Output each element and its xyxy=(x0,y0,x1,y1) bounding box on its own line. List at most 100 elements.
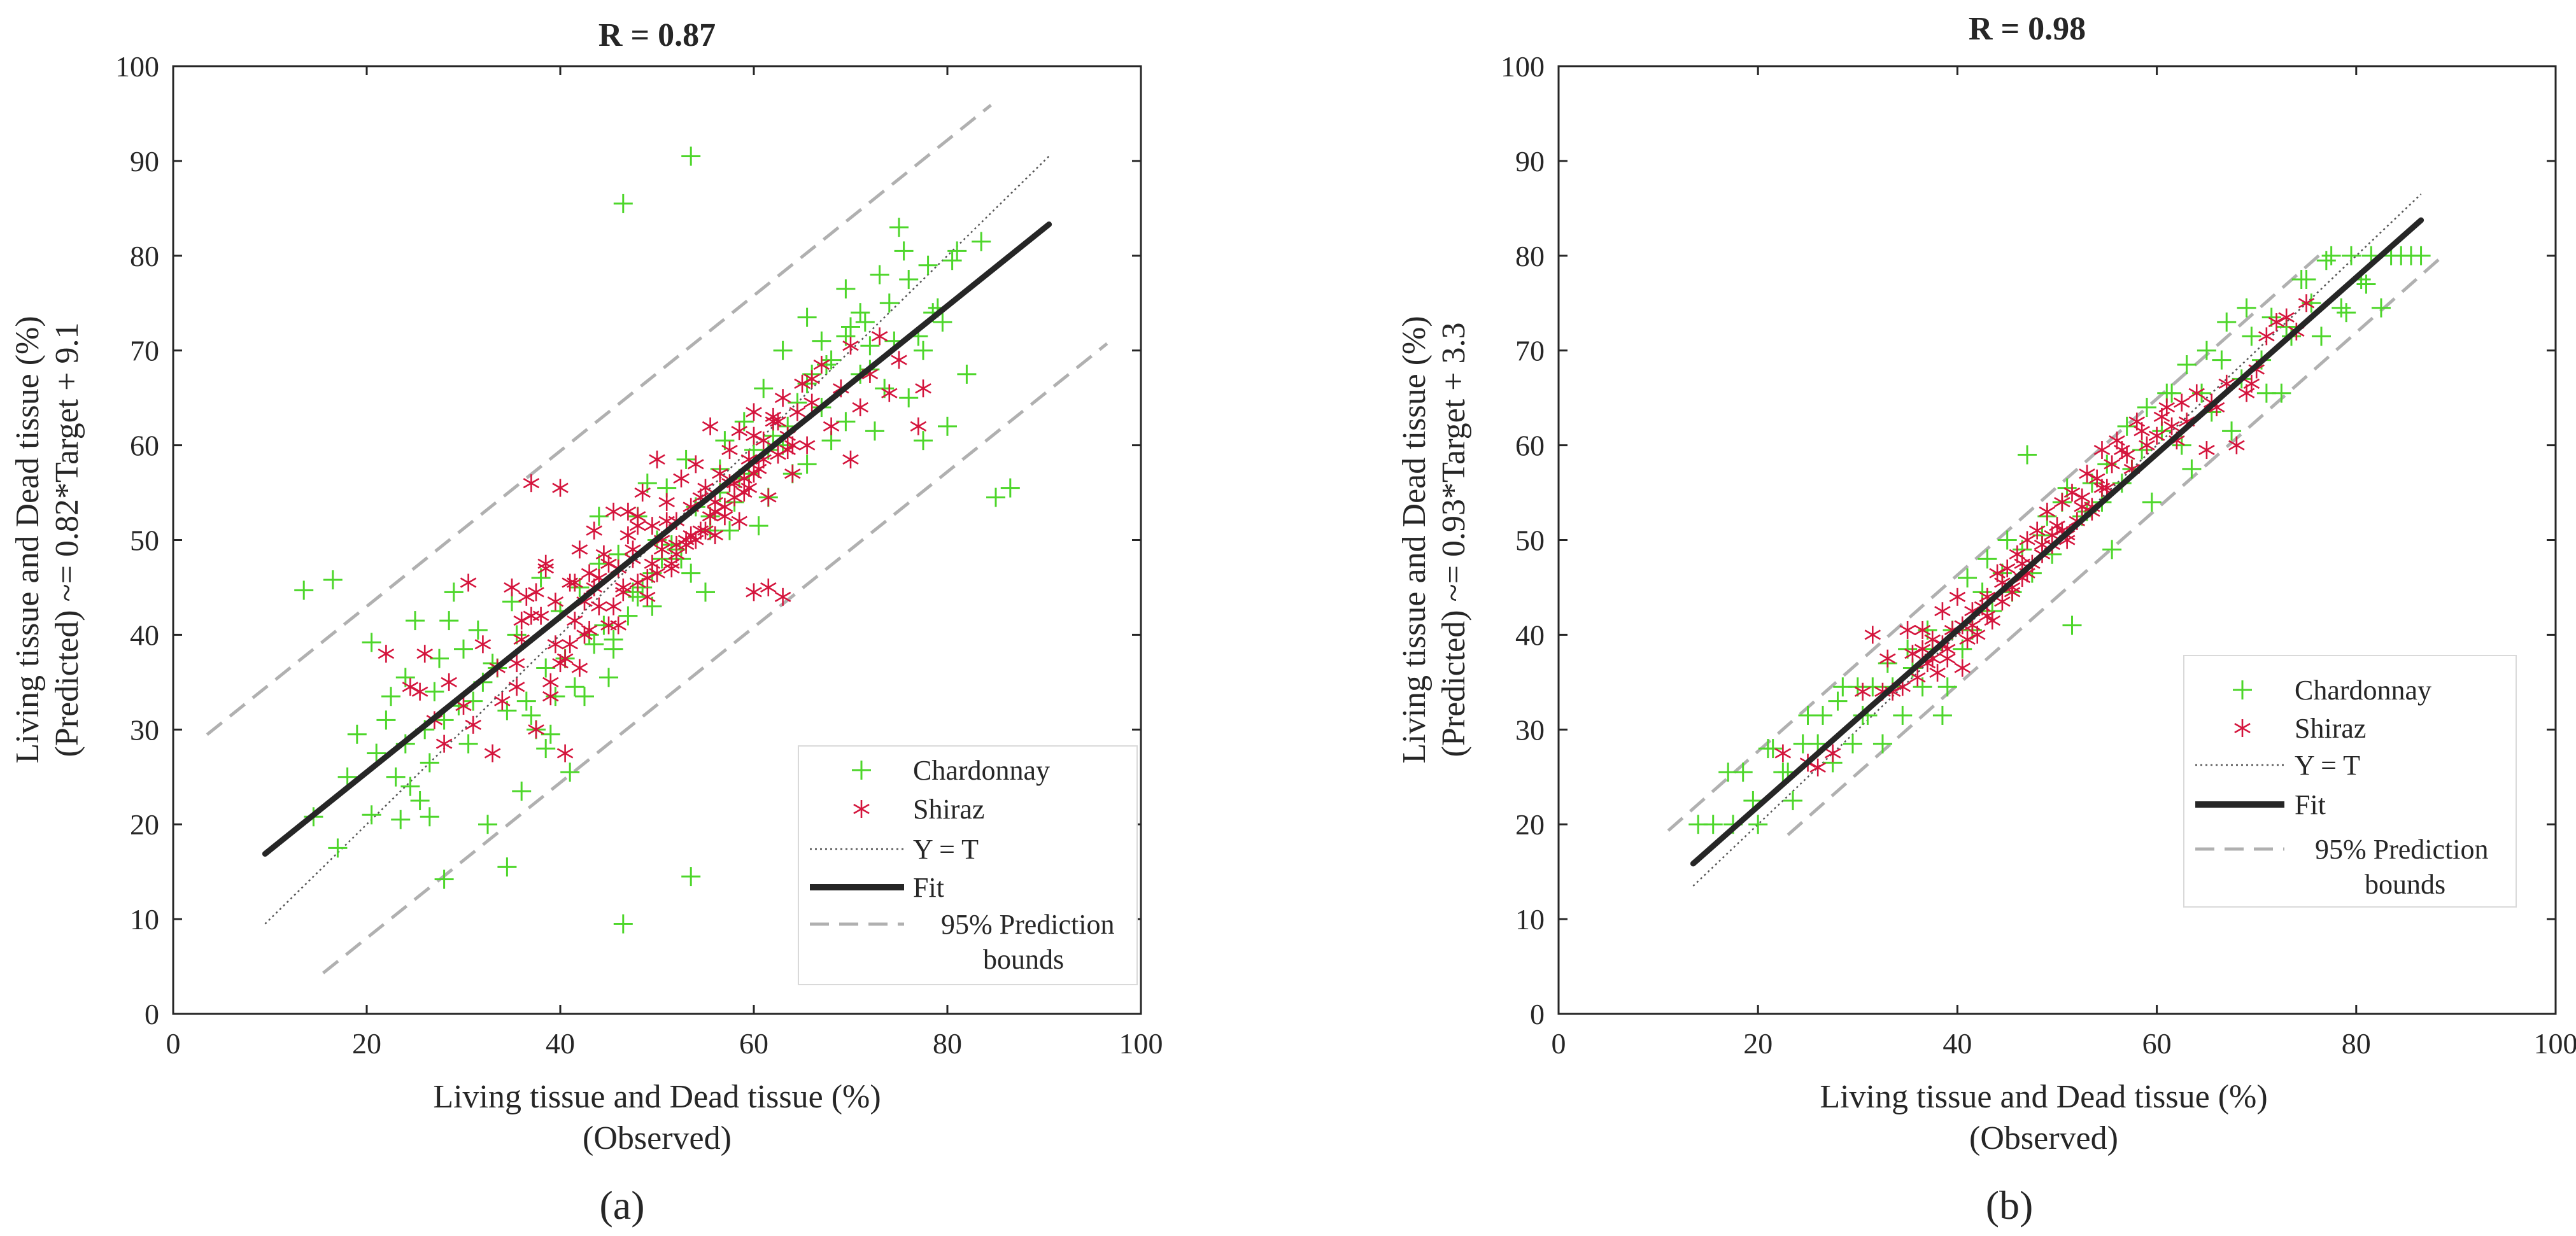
point-shiraz xyxy=(1939,649,1956,668)
x-tick-label: 40 xyxy=(1943,1027,1972,1060)
point-chardonnay xyxy=(584,635,604,654)
x-tick-label: 0 xyxy=(166,1027,181,1060)
point-chardonnay xyxy=(933,313,952,332)
point-chardonnay xyxy=(362,805,381,825)
point-shiraz xyxy=(460,573,477,592)
point-shiraz xyxy=(2139,436,2155,454)
point-chardonnay xyxy=(957,364,977,384)
x-tick-label: 60 xyxy=(739,1027,768,1060)
point-chardonnay xyxy=(720,521,739,540)
point-chardonnay xyxy=(439,611,459,631)
point-chardonnay xyxy=(328,838,348,858)
point-chardonnay xyxy=(464,691,483,711)
legend-label-identity: Y = T xyxy=(2295,750,2360,781)
panel-b: 0 10 20 30 40 50 60 70 80 90 100 0 20 40 60 80 100 R = 0… xyxy=(1396,11,2576,1228)
point-shiraz xyxy=(465,715,481,734)
legend-label-bounds: 95% Prediction xyxy=(2315,834,2489,865)
point-chardonnay xyxy=(812,331,832,351)
fit-line xyxy=(1690,217,2424,867)
point-chardonnay xyxy=(879,293,899,313)
point-shiraz xyxy=(571,540,588,559)
x-tick-label: 40 xyxy=(546,1027,575,1060)
point-chardonnay xyxy=(2311,327,2331,346)
point-chardonnay xyxy=(2256,383,2276,403)
y-tick-label: 100 xyxy=(115,50,159,83)
point-shiraz xyxy=(2054,493,2070,511)
point-shiraz xyxy=(1924,630,1941,649)
point-chardonnay xyxy=(420,753,439,773)
point-chardonnay xyxy=(2137,398,2156,418)
panel-tag: (a) xyxy=(599,1183,644,1228)
point-chardonnay xyxy=(947,241,967,261)
point-chardonnay xyxy=(1893,705,1913,725)
point-chardonnay xyxy=(855,313,875,332)
legend-marker-chardonnay xyxy=(2233,680,2252,699)
y-tick-label: 0 xyxy=(1530,998,1545,1030)
point-shiraz xyxy=(803,370,820,388)
legend-label-bounds: 95% Prediction xyxy=(941,909,1115,940)
point-shiraz xyxy=(591,597,607,615)
x-tick-label: 20 xyxy=(352,1027,381,1060)
point-chardonnay xyxy=(2296,270,2316,290)
point-shiraz xyxy=(610,616,626,635)
point-chardonnay xyxy=(836,412,856,432)
point-chardonnay xyxy=(2142,492,2162,512)
point-shiraz xyxy=(2134,422,2150,440)
point-shiraz xyxy=(1854,682,1871,701)
point-shiraz xyxy=(615,583,632,601)
point-chardonnay xyxy=(347,724,367,744)
point-shiraz xyxy=(712,465,728,483)
point-chardonnay xyxy=(681,146,701,166)
point-chardonnay xyxy=(589,507,609,526)
y-tick-label: 50 xyxy=(1515,524,1545,557)
point-shiraz xyxy=(581,621,598,639)
point-shiraz xyxy=(1999,559,2016,578)
point-shiraz xyxy=(1824,744,1841,762)
point-chardonnay xyxy=(1937,677,1957,697)
point-chardonnay xyxy=(860,336,880,356)
point-chardonnay xyxy=(2197,341,2216,360)
point-chardonnay xyxy=(444,582,464,602)
fit-line xyxy=(262,221,1052,857)
point-shiraz xyxy=(639,587,656,606)
point-chardonnay xyxy=(425,682,444,701)
point-shiraz xyxy=(721,441,738,460)
point-chardonnay xyxy=(2356,274,2376,294)
legend-star-icon xyxy=(853,800,870,818)
point-shiraz xyxy=(378,645,395,663)
upper-prediction-bound xyxy=(206,104,992,736)
point-shiraz xyxy=(441,673,457,691)
point-shiraz xyxy=(1809,758,1826,776)
point-chardonnay xyxy=(918,255,938,275)
point-shiraz xyxy=(649,564,665,582)
point-shiraz xyxy=(731,512,747,530)
point-chardonnay xyxy=(478,815,497,834)
point-chardonnay xyxy=(899,270,919,290)
point-shiraz xyxy=(2173,393,2190,412)
point-chardonnay xyxy=(458,734,478,754)
point-chardonnay xyxy=(560,762,580,782)
y-tick-label: 50 xyxy=(130,524,159,557)
point-chardonnay xyxy=(362,633,381,652)
point-shiraz xyxy=(537,559,554,578)
point-shiraz xyxy=(416,645,433,663)
point-chardonnay xyxy=(410,790,430,810)
y-tick-label: 20 xyxy=(1515,808,1545,841)
point-shiraz xyxy=(542,687,559,706)
point-shiraz xyxy=(2258,327,2275,346)
legend-plus-icon xyxy=(2233,680,2252,699)
point-chardonnay xyxy=(899,388,919,408)
y-axis-label: Living tissue and Dead tissue (%) xyxy=(10,316,46,763)
point-shiraz xyxy=(2298,294,2315,313)
point-chardonnay xyxy=(2332,298,2351,318)
point-chardonnay xyxy=(604,629,623,649)
point-shiraz xyxy=(523,474,540,493)
point-chardonnay xyxy=(2057,478,2077,498)
legend-label-shiraz: Shiraz xyxy=(2295,713,2366,744)
point-chardonnay xyxy=(797,454,817,474)
axis-ticks: 0 10 20 30 40 50 60 70 80 90 100 0 20 40 60 80 100 xyxy=(115,50,1163,1060)
plot-area xyxy=(1667,193,2447,887)
point-shiraz xyxy=(2228,436,2245,454)
point-shiraz xyxy=(484,744,501,762)
point-chardonnay xyxy=(420,807,439,827)
